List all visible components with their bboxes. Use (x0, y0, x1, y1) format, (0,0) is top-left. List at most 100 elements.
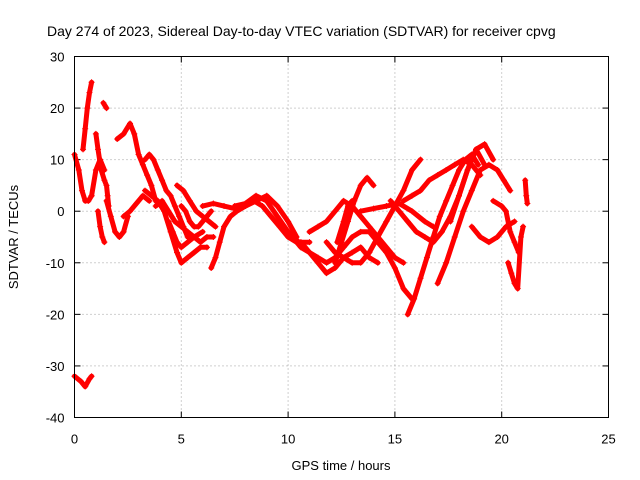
y-tick-label: -30 (46, 359, 65, 374)
data-point-sat-32 (455, 192, 462, 199)
data-point-sat-09 (139, 161, 146, 168)
data-point-sat-30 (475, 161, 482, 168)
data-point-sat-03 (84, 105, 91, 112)
data-point-sat-07 (97, 223, 104, 230)
data-point-sat-24 (370, 182, 377, 189)
data-point-sat-16 (186, 218, 193, 225)
data-point-sat-26 (383, 218, 390, 225)
series-sat-34 (490, 198, 522, 255)
data-point-sat-27 (370, 205, 377, 212)
data-point-sat-14 (191, 234, 198, 240)
data-point-sat-20 (374, 259, 381, 266)
data-point-sat-22 (400, 259, 407, 266)
data-point-sat-22 (332, 208, 339, 215)
data-point-sat-21 (306, 249, 313, 256)
data-point-sat-27 (396, 200, 403, 207)
data-point-sat-16 (208, 208, 215, 215)
x-tick-label: 0 (71, 432, 78, 447)
data-point-sat-32 (490, 156, 497, 163)
data-point-sat-05 (103, 105, 110, 112)
data-point-sat-11 (163, 187, 170, 194)
y-tick-label: -20 (46, 307, 65, 322)
data-point-sat-17 (259, 203, 266, 210)
data-point-sat-04 (103, 182, 110, 189)
series-sat-28 (400, 157, 483, 204)
data-point-sat-12 (148, 192, 155, 199)
data-point-sat-16 (178, 203, 185, 210)
data-point-sat-30 (423, 254, 430, 261)
data-point-sat-11 (141, 156, 148, 163)
data-point-sat-29 (421, 234, 428, 240)
axis-ticks: 0 5 10 15 20 25 -40 -30 -20 -10 0 10 20 30 (46, 50, 616, 447)
data-point-sat-16 (203, 213, 210, 220)
data-point-sat-27 (408, 208, 415, 215)
data-point-sat-01 (77, 378, 84, 385)
data-point-sat-05 (100, 99, 107, 106)
data-point-sat-12 (203, 244, 210, 251)
data-point-sat-14 (165, 218, 172, 225)
data-point-sat-21 (391, 264, 398, 271)
data-point-sat-14 (174, 239, 181, 246)
data-point-sat-16 (199, 218, 206, 225)
data-point-sat-32 (481, 141, 488, 148)
data-point-sat-17 (268, 213, 275, 220)
series-sat-02 (72, 152, 95, 204)
data-series (71, 79, 531, 390)
data-point-sat-26 (417, 156, 424, 163)
data-point-sat-11 (159, 177, 166, 184)
data-point-sat-24 (357, 182, 364, 189)
data-point-sat-09 (144, 172, 151, 179)
x-tick-label: 25 (601, 432, 615, 447)
data-point-sat-09 (148, 182, 155, 189)
data-point-sat-28 (434, 172, 441, 179)
data-point-sat-22 (391, 254, 398, 261)
data-point-sat-22 (366, 223, 373, 230)
data-point-sat-19 (306, 239, 313, 246)
data-point-sat-30 (443, 197, 450, 204)
data-point-sat-18 (210, 200, 217, 207)
data-point-sat-06 (92, 166, 99, 173)
data-point-sat-29 (387, 197, 394, 204)
data-point-sat-30 (404, 311, 411, 318)
data-point-sat-10 (139, 192, 146, 199)
data-point-sat-33 (468, 223, 475, 230)
data-point-sat-31 (500, 177, 507, 184)
data-point-sat-31 (460, 208, 467, 215)
data-point-sat-09 (127, 120, 134, 127)
data-point-sat-07 (94, 208, 101, 215)
data-point-sat-30 (449, 182, 456, 189)
data-point-sat-13 (197, 239, 204, 246)
data-point-sat-33 (477, 234, 484, 240)
data-point-sat-08 (116, 234, 123, 240)
data-point-sat-12 (197, 244, 204, 251)
data-point-sat-36 (522, 177, 529, 184)
data-point-sat-20 (357, 244, 364, 251)
data-point-sat-03 (80, 146, 87, 153)
data-point-sat-26 (400, 187, 407, 194)
data-point-sat-35 (505, 259, 512, 266)
data-point-sat-17 (208, 264, 215, 271)
data-point-sat-12 (178, 259, 185, 266)
data-point-sat-11 (176, 213, 183, 220)
data-point-sat-23 (349, 259, 356, 266)
data-point-sat-34 (502, 208, 509, 215)
data-point-sat-29 (404, 218, 411, 225)
data-point-sat-09 (135, 151, 142, 158)
series-sat-22 (307, 198, 406, 266)
data-point-sat-23 (340, 254, 347, 261)
data-point-sat-28 (451, 161, 458, 168)
data-point-sat-19 (242, 200, 249, 207)
data-point-sat-35 (514, 285, 521, 292)
data-point-sat-21 (357, 228, 364, 235)
data-point-sat-15 (206, 218, 213, 225)
data-point-sat-27 (357, 208, 364, 215)
data-point-sat-11 (146, 151, 153, 158)
data-point-sat-21 (315, 254, 322, 261)
series-sat-30 (405, 152, 481, 317)
data-point-sat-17 (212, 254, 219, 261)
data-point-sat-28 (426, 177, 433, 184)
data-point-sat-01 (82, 383, 89, 390)
data-point-sat-30 (462, 156, 469, 163)
data-point-sat-12 (184, 254, 191, 261)
